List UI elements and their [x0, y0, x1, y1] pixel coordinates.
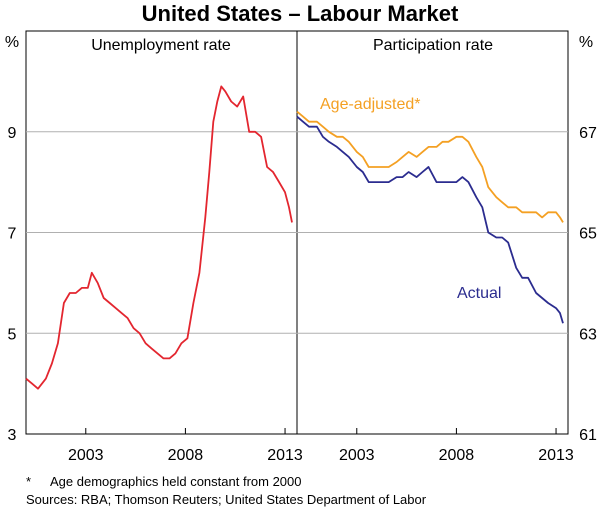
chart-title: United States – Labour Market	[142, 1, 459, 26]
y-tick-label: 67	[579, 125, 597, 142]
y-tick-label: 65	[579, 226, 597, 243]
series-line-unemployment-rate	[25, 85, 293, 390]
y-tick-label: 9	[8, 125, 17, 142]
x-tick-label: 2003	[339, 447, 375, 464]
y-tick-label: 3	[8, 427, 17, 444]
x-tick-label: 2008	[439, 447, 475, 464]
x-tick-label: 2013	[267, 447, 303, 464]
y-tick-label: 5	[8, 326, 17, 343]
y-tick-label: 61	[579, 427, 597, 444]
y-unit-left: %	[5, 34, 19, 51]
y-tick-label: 7	[8, 226, 17, 243]
footnote-marker: *	[26, 474, 31, 489]
series-line-actual	[296, 115, 564, 324]
actual-annotation: Actual	[457, 285, 501, 302]
panel-title-participation: Participation rate	[373, 37, 493, 54]
panel-title-unemployment: Unemployment rate	[91, 37, 231, 54]
x-tick-label: 2008	[168, 447, 204, 464]
age-adjusted-annotation: Age-adjusted*	[320, 96, 421, 113]
footnote: Age demographics held constant from 2000	[50, 474, 302, 489]
series-line-age-adjusted	[296, 110, 564, 223]
x-tick-label: 2003	[68, 447, 104, 464]
x-tick-label: 2013	[538, 447, 574, 464]
y-tick-label: 63	[579, 326, 597, 343]
sources: Sources: RBA; Thomson Reuters; United St…	[26, 492, 427, 507]
y-unit-right: %	[579, 34, 593, 51]
